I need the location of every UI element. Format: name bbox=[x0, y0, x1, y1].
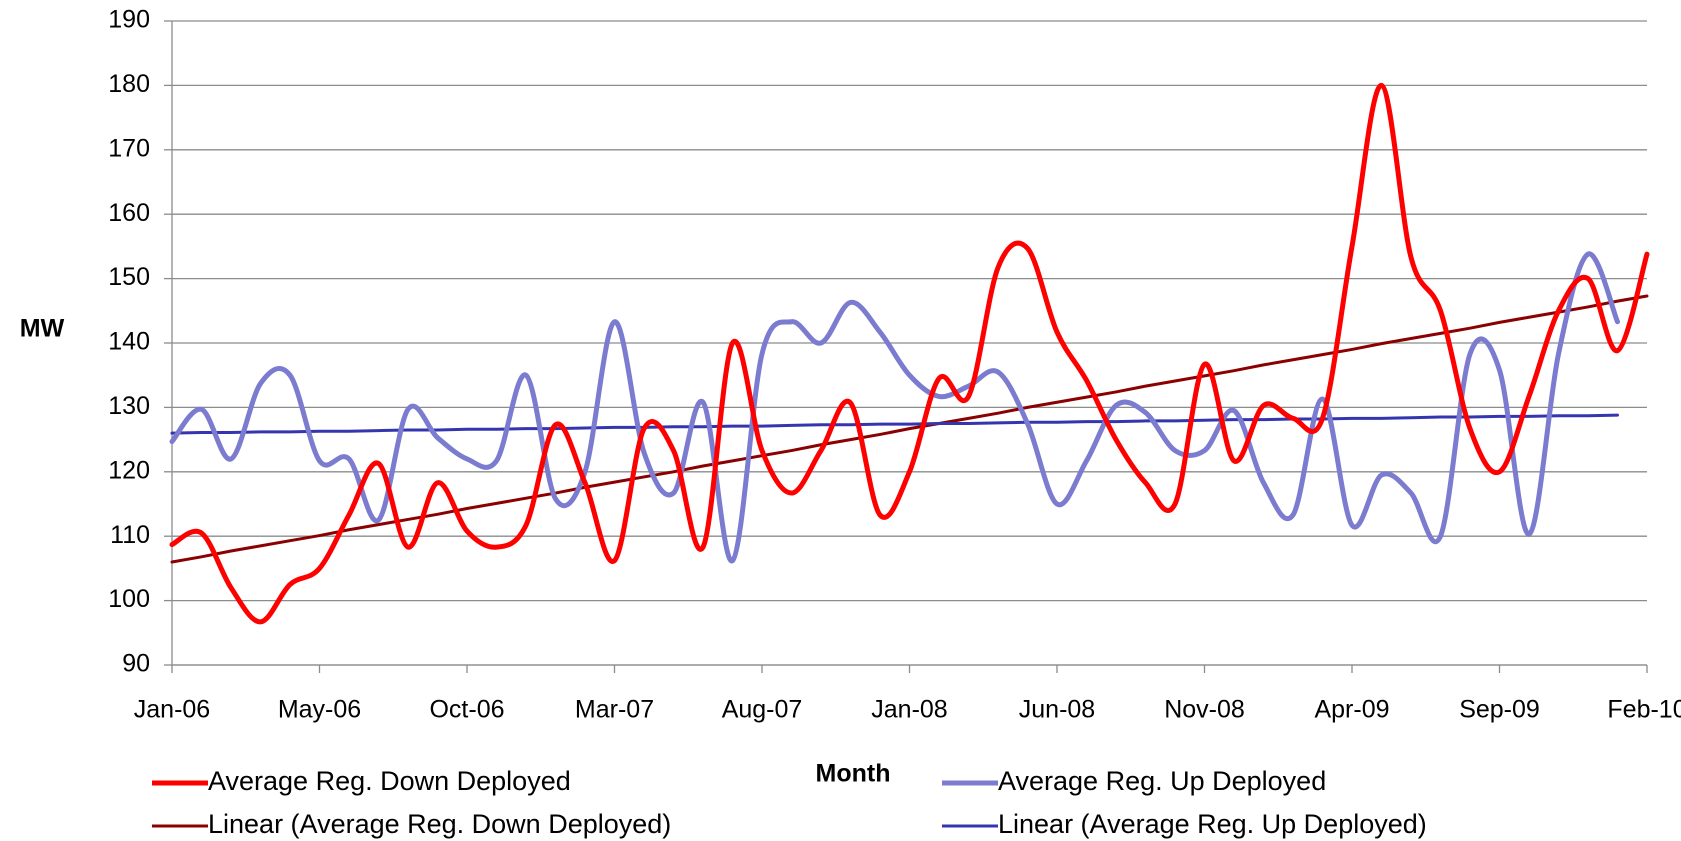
y-axis-title: MW bbox=[20, 315, 65, 343]
legend-label: Linear (Average Reg. Down Deployed) bbox=[208, 809, 671, 839]
x-tick-label: Oct-06 bbox=[429, 696, 504, 724]
legend-label: Average Reg. Up Deployed bbox=[998, 766, 1326, 796]
x-tick-label: Aug-07 bbox=[722, 696, 803, 724]
series-line bbox=[170, 294, 1649, 564]
y-tick-label: 100 bbox=[108, 585, 150, 613]
x-tick-label: Mar-07 bbox=[575, 696, 654, 724]
x-tick-label: Nov-08 bbox=[1164, 696, 1245, 724]
y-tick-label: 130 bbox=[108, 392, 150, 420]
x-tick-label: Feb-10 bbox=[1607, 696, 1681, 724]
legend-label: Linear (Average Reg. Up Deployed) bbox=[998, 809, 1427, 839]
y-tick-label: 190 bbox=[108, 6, 150, 34]
y-tick-label: 170 bbox=[108, 134, 150, 162]
series-line bbox=[169, 251, 1620, 564]
x-tick-label: Jun-08 bbox=[1019, 696, 1095, 724]
y-tick-label: 90 bbox=[122, 650, 150, 678]
x-tick-label: May-06 bbox=[278, 696, 361, 724]
y-tick-label: 160 bbox=[108, 199, 150, 227]
x-tick-label: Sep-09 bbox=[1459, 696, 1540, 724]
y-tick-label: 180 bbox=[108, 70, 150, 98]
x-tick-label: Jan-06 bbox=[134, 696, 210, 724]
y-tick-label: 150 bbox=[108, 263, 150, 291]
y-tick-label: 120 bbox=[108, 456, 150, 484]
x-tick-label: Jan-08 bbox=[871, 696, 947, 724]
series-line bbox=[170, 413, 1619, 435]
series-line bbox=[169, 82, 1650, 625]
x-axis-title: Month bbox=[816, 760, 891, 788]
legend-label: Average Reg. Down Deployed bbox=[208, 766, 571, 796]
y-tick-label: 140 bbox=[108, 328, 150, 356]
x-tick-label: Apr-09 bbox=[1314, 696, 1389, 724]
y-tick-label: 110 bbox=[110, 521, 150, 549]
